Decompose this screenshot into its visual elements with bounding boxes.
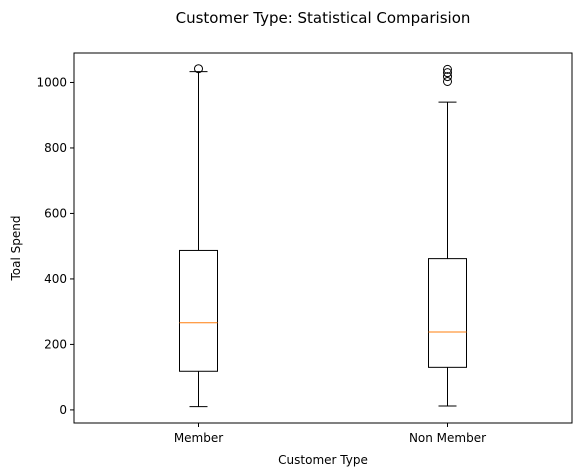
plot-area: 0 200 400 600 800 1000 Member Non Member (36, 52, 573, 445)
box-member (179, 249, 218, 372)
chart-title: Customer Type: Statistical Comparision (176, 9, 471, 27)
y-tick-label: 200 (44, 337, 67, 351)
outlier-point-non-member (443, 68, 452, 78)
y-tick-label: 400 (44, 272, 67, 286)
outlier-point-non-member (443, 76, 452, 86)
box-non-member (428, 258, 467, 368)
y-tick-label: 600 (44, 206, 67, 220)
axes-frame (73, 52, 573, 424)
outlier-point-non-member (443, 64, 452, 74)
outlier-point-member (194, 64, 203, 74)
y-axis-label: Toal Spend (9, 216, 23, 282)
y-tick-label: 800 (44, 141, 67, 155)
outlier-point-non-member (443, 72, 452, 82)
y-tick-label: 1000 (36, 75, 67, 89)
x-axis-label: Customer Type (278, 453, 368, 467)
y-tick-label: 0 (59, 403, 67, 417)
x-tick-label: Non Member (409, 431, 486, 445)
x-tick-label: Member (174, 431, 223, 445)
